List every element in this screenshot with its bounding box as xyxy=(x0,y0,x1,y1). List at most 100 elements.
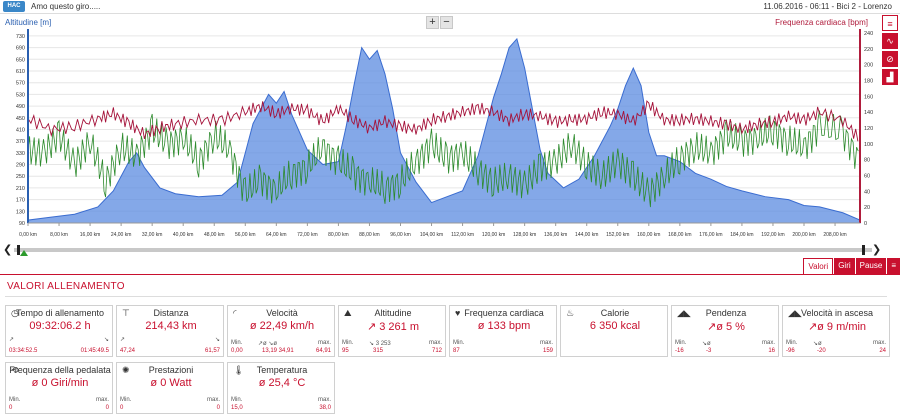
min-value: 0 xyxy=(120,405,124,411)
x-tick-label: 168,00 km xyxy=(668,232,691,238)
card-cadence[interactable]: ⟲ Frequenza della pedalata ø 0 Giri/min Min… xyxy=(5,362,113,414)
x-tick-label: 152,00 km xyxy=(606,232,629,238)
ride-title[interactable]: Amo questo giro..... xyxy=(31,2,101,11)
card-value: ↗ø 5 % xyxy=(707,321,745,333)
min-icon: ↗ xyxy=(9,337,15,343)
top-bar: HAC Amo questo giro..... 11.06.2016 - 06… xyxy=(0,0,900,14)
x-tick-label: 72,00 km xyxy=(297,232,318,238)
altitude-icon: ⛰ xyxy=(344,308,352,318)
card-title: Tempo di allenamento xyxy=(15,308,105,318)
max-value: 61,57 xyxy=(204,348,220,354)
card-calories[interactable]: ♨ Calorie 6 350 kcal xyxy=(560,305,668,357)
min-label: Min. xyxy=(453,340,465,346)
gradient-icon: ◢◣ xyxy=(677,308,691,318)
min-value: -16 xyxy=(675,348,684,354)
range-scroller[interactable]: ❮ ❯ xyxy=(0,243,900,257)
scroll-track[interactable] xyxy=(14,248,872,252)
card-training-time[interactable]: ◷ Tempo di allenamento 09:32:06.2 h ↗ 03:34:… xyxy=(5,305,113,357)
tab-giri[interactable]: Giri xyxy=(834,258,855,274)
zoom-out-button[interactable]: − xyxy=(440,16,453,29)
mid-label: ↘ 3 253 xyxy=(369,341,391,347)
min-value: 95 xyxy=(342,348,349,354)
bar-chart-tool-icon[interactable]: ▟ xyxy=(882,69,898,85)
max-value: 712 xyxy=(431,348,442,354)
card-climb-speed[interactable]: ◢◣ Velocità in ascesa ↗ø 9 m/min Min. -96 ↘ø -… xyxy=(782,305,890,357)
chart-svg[interactable]: 90 130 170 210 250 290 330 370 410 450 490 530 570 61… xyxy=(0,15,880,243)
left-tick-label: 90 xyxy=(19,221,25,227)
right-axis-title[interactable]: Frequenza cardiaca [bpm] xyxy=(775,18,868,27)
max-icon: ↘ xyxy=(214,337,220,343)
card-temperature[interactable]: 🌡 Temperatura ø 25,4 °C Min. 15,0 max. 38,0 xyxy=(227,362,335,414)
left-axis-title[interactable]: Altitudine [m] xyxy=(5,18,52,27)
max-value: 01:45:49.5 xyxy=(80,348,109,354)
card-title: Velocità in ascesa xyxy=(800,308,874,318)
filter-tool-icon[interactable]: ⊘ xyxy=(882,51,898,67)
left-tick-label: 530 xyxy=(16,92,25,98)
list-tool-icon[interactable]: ≡ xyxy=(882,15,898,31)
card-heart-rate[interactable]: ♥ Frequenza cardiaca ø 133 bpm Min. 87 max. 15… xyxy=(449,305,557,357)
card-gradient[interactable]: ◢◣ Pendenza ↗ø 5 % Min. -16 ↘ø -3 max. 16 xyxy=(671,305,779,357)
left-tick-label: 570 xyxy=(16,81,25,87)
right-tick-label: 160 xyxy=(864,94,873,100)
section-title: VALORI ALLENAMENTO xyxy=(7,281,125,292)
x-tick-label: 104,00 km xyxy=(420,232,443,238)
scroll-right-icon[interactable]: ❯ xyxy=(872,244,882,256)
stats-tabs: Valori Giri Pause ≡ xyxy=(802,258,900,274)
heart-rate-icon: ♥ xyxy=(455,308,461,318)
scroll-left-icon[interactable]: ❮ xyxy=(3,244,13,256)
zoom-in-button[interactable]: + xyxy=(426,16,439,29)
card-title: Calorie xyxy=(600,308,630,318)
training-chart[interactable]: Altitudine [m] Frequenza cardiaca [bpm] … xyxy=(0,15,880,243)
card-title: Velocità xyxy=(266,308,298,318)
scroll-start-handle[interactable] xyxy=(17,245,20,255)
chart-tools: ≡ ∿ ⊘ ▟ xyxy=(882,15,900,87)
min-value: 0 xyxy=(9,405,13,411)
x-tick-label: 208,00 km xyxy=(823,232,846,238)
x-tick-label: 160,00 km xyxy=(637,232,660,238)
card-title: Prestazioni xyxy=(148,365,194,375)
x-tick-label: 88,00 km xyxy=(359,232,380,238)
left-tick-label: 170 xyxy=(16,198,25,204)
ride-meta: 11.06.2016 - 06:11 - Bici 2 - Lorenzo xyxy=(763,2,892,11)
card-speed[interactable]: ◜ Velocità ø 22,49 km/h Min. 0,00 ↗ø ↘ø 13,19 … xyxy=(227,305,335,357)
temperature-icon: 🌡 xyxy=(233,365,245,375)
app-logo: HAC xyxy=(3,1,25,12)
left-tick-label: 690 xyxy=(16,46,25,52)
card-value: 214,43 km xyxy=(145,320,197,332)
mid-value: -3 xyxy=(706,348,712,354)
cadence-icon: ⟲ xyxy=(11,365,19,375)
scroll-end-handle[interactable] xyxy=(862,245,865,255)
right-tick-label: 40 xyxy=(864,189,870,195)
x-tick-label: 96,00 km xyxy=(390,232,411,238)
speed-series xyxy=(27,110,859,208)
card-value: 6 350 kcal xyxy=(589,320,641,332)
power-icon: ✺ xyxy=(122,365,130,375)
x-tick-label: 144,00 km xyxy=(575,232,598,238)
right-tick-label: 80 xyxy=(864,158,870,164)
x-tick-label: 32,00 km xyxy=(142,232,163,238)
card-distance[interactable]: ⊤ Distanza 214,43 km ↗ 47,24 ↘ 61,57 xyxy=(116,305,224,357)
max-value: 16 xyxy=(768,348,775,354)
tab-list-icon[interactable]: ≡ xyxy=(887,258,900,274)
left-tick-label: 210 xyxy=(16,186,25,192)
calories-icon: ♨ xyxy=(566,308,575,318)
mid-value: 13,19 34,91 xyxy=(262,348,294,354)
tab-valori[interactable]: Valori xyxy=(803,258,834,274)
max-label: max. xyxy=(872,340,886,346)
x-tick-label: 8,00 km xyxy=(50,232,68,238)
speed-icon: ◜ xyxy=(233,308,237,318)
curve-tool-icon[interactable]: ∿ xyxy=(882,33,898,49)
x-tick-label: 184,00 km xyxy=(730,232,753,238)
card-power[interactable]: ✺ Prestazioni ø 0 Watt Min. 0 max. 0 xyxy=(116,362,224,414)
card-value: ↗ 3 261 m xyxy=(366,321,420,333)
max-label: max. xyxy=(95,397,109,403)
x-tick-label: 120,00 km xyxy=(482,232,505,238)
left-tick-label: 490 xyxy=(16,104,25,110)
max-label: max. xyxy=(206,397,220,403)
min-value: -96 xyxy=(786,348,795,354)
card-altitude[interactable]: ⛰ Altitudine ↗ 3 261 m Min. 95 ↘ 3 253 315 max.… xyxy=(338,305,446,357)
max-label: max. xyxy=(317,340,331,346)
min-label: Min. xyxy=(120,397,132,403)
tab-pause[interactable]: Pause xyxy=(855,258,887,274)
mid-label: ↘ø xyxy=(813,341,822,347)
